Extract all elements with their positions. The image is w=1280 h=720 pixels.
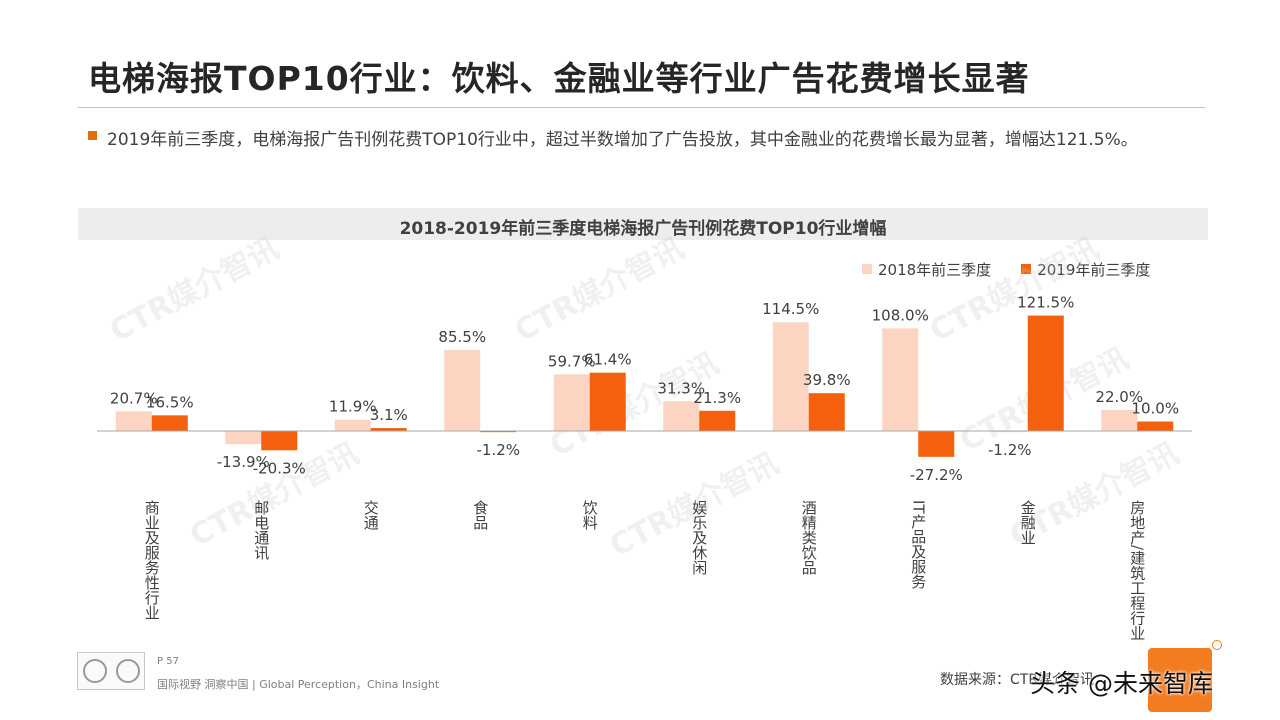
legend-swatch-2019 — [1021, 264, 1032, 274]
chart-title: 2018-2019年前三季度电梯海报广告刊例花费TOP10行业增幅 — [399, 219, 887, 239]
legend-item-2019: 2019年前三季度 — [1021, 259, 1150, 280]
title-divider — [78, 107, 1205, 108]
bar-2018 — [882, 328, 919, 431]
bar-2018 — [991, 431, 1028, 433]
bar-2019 — [918, 431, 955, 457]
bar-2019 — [1027, 315, 1064, 431]
data-label: -1.2% — [988, 441, 1032, 459]
chart-title-bar: 2018-2019年前三季度电梯海报广告刊例花费TOP10行业增幅 — [78, 208, 1208, 240]
data-label: 21.3% — [693, 389, 741, 407]
data-label: 59.7% — [548, 352, 596, 370]
bullet-square-icon — [88, 131, 97, 140]
category-label: 食品 — [471, 500, 489, 530]
data-label: 10.0% — [1131, 400, 1179, 418]
data-label: 11.9% — [329, 398, 377, 416]
category-label: 饮料 — [581, 500, 599, 530]
category-label: 邮电通讯 — [252, 500, 270, 561]
legend-label-2018: 2018年前三季度 — [878, 260, 992, 279]
data-label: 20.7% — [110, 389, 158, 407]
category-label: 交通 — [362, 499, 380, 530]
bar-2018 — [772, 322, 809, 431]
bar-2018 — [553, 374, 590, 431]
legend-swatch-2018 — [862, 264, 872, 274]
category-label: 商业及服务性行业 — [143, 500, 161, 620]
bar-2018 — [1101, 410, 1138, 431]
category-label: 金融业 — [1019, 500, 1037, 545]
seal-icon — [82, 659, 107, 683]
bar-2019 — [151, 415, 188, 431]
overlay-watermark-text: 头条 @未来智库 — [1030, 669, 1213, 698]
data-label: 121.5% — [1017, 294, 1074, 312]
data-source: 数据来源：CTR媒介智讯 — [940, 672, 1095, 688]
bar-2019 — [480, 431, 517, 433]
legend-label-2019: 2019年前三季度 — [1037, 260, 1151, 279]
bar-2019 — [589, 372, 626, 431]
bar-2019 — [1137, 421, 1174, 431]
summary-text: 2019年前三季度，电梯海报广告刊例花费TOP10行业中，超过半数增加了广告投放… — [107, 130, 1138, 150]
bar-2019 — [699, 410, 736, 431]
data-label: 22.0% — [1095, 388, 1143, 406]
certification-logo — [77, 652, 145, 690]
data-label: -27.2% — [910, 466, 963, 484]
data-label: 3.1% — [370, 406, 408, 424]
category-label: IT产品及服务 — [909, 500, 927, 590]
bar-2019 — [370, 428, 407, 431]
bar-2018 — [225, 431, 262, 445]
data-label: 85.5% — [438, 328, 486, 346]
data-label: 61.4% — [584, 351, 632, 369]
brand-logo-icon — [1148, 640, 1222, 712]
page-number: P 57 — [157, 656, 179, 667]
data-label: 39.8% — [803, 371, 851, 389]
data-label: -20.3% — [253, 459, 306, 477]
data-label: -1.2% — [476, 441, 520, 459]
bar-2019 — [808, 393, 845, 431]
data-label: 108.0% — [872, 306, 929, 324]
seal-icon — [115, 659, 140, 683]
data-label: 114.5% — [762, 300, 819, 318]
bar-2019 — [261, 431, 298, 451]
data-label: 16.5% — [146, 393, 194, 411]
category-label: 房地产/建筑工程行业 — [1128, 500, 1146, 640]
legend-item-2018: 2018年前三季度 — [862, 259, 991, 280]
bar-2018 — [663, 401, 700, 431]
chart-legend: 2018年前三季度 2019年前三季度 — [862, 258, 1180, 280]
bar-2018 — [444, 349, 481, 431]
bar-2018 — [334, 419, 371, 431]
data-label: -13.9% — [217, 453, 270, 471]
bar-2018 — [115, 411, 152, 431]
category-label: 酒精类饮品 — [800, 500, 818, 575]
page-title: 电梯海报TOP10行业：饮料、金融业等行业广告花费增长显著 — [88, 59, 1030, 98]
footer-tagline: 国际视野 洞察中国 | Global Perception，China Insi… — [157, 678, 440, 691]
data-label: 31.3% — [657, 379, 705, 397]
category-label: 娱乐及休闲 — [690, 500, 708, 576]
